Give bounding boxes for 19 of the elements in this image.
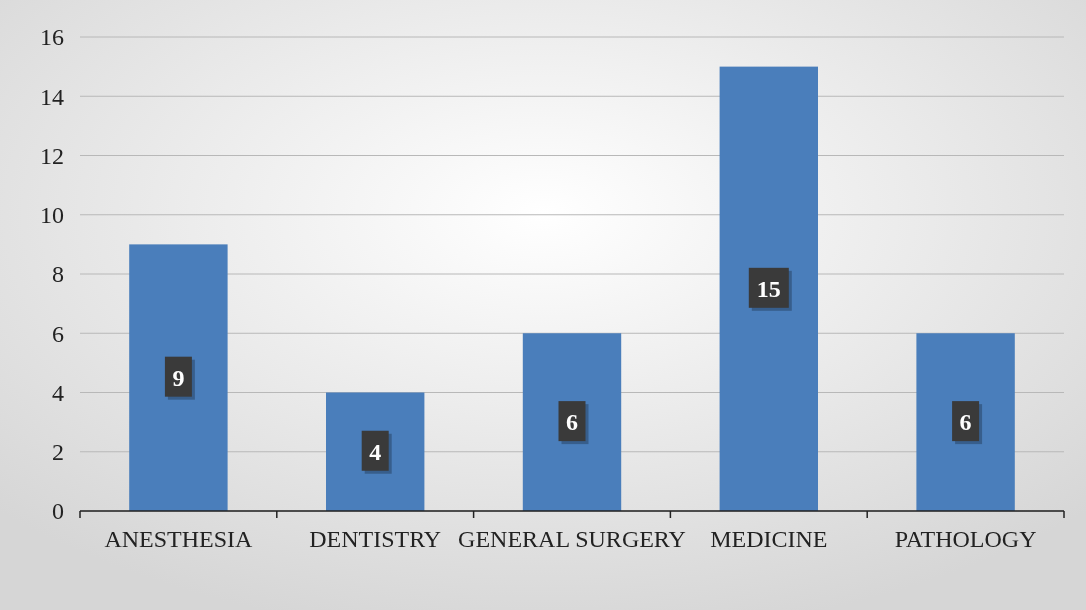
data-label: 15 — [756, 275, 781, 302]
data-label: 6 — [566, 409, 578, 436]
y-tick-label: 2 — [52, 439, 64, 466]
y-tick-label: 0 — [52, 498, 64, 525]
y-tick-label: 6 — [52, 320, 64, 347]
y-tick-label: 16 — [40, 24, 64, 51]
x-tick-label: GENERAL SURGERY — [458, 526, 686, 552]
y-tick-label: 8 — [52, 261, 64, 288]
x-tick-label: MEDICINE — [710, 526, 828, 552]
x-tick-label: DENTISTRY — [309, 526, 442, 552]
data-label: 6 — [959, 409, 972, 436]
y-tick-label: 4 — [52, 379, 64, 406]
x-tick-label: ANESTHESIA — [104, 526, 254, 552]
x-tick-label: PATHOLOGY — [894, 526, 1037, 552]
y-tick-label: 14 — [40, 83, 64, 110]
data-label: 4 — [369, 438, 382, 465]
data-label: 9 — [172, 364, 185, 391]
y-tick-label: 12 — [40, 142, 64, 169]
y-tick-label: 10 — [40, 202, 64, 229]
